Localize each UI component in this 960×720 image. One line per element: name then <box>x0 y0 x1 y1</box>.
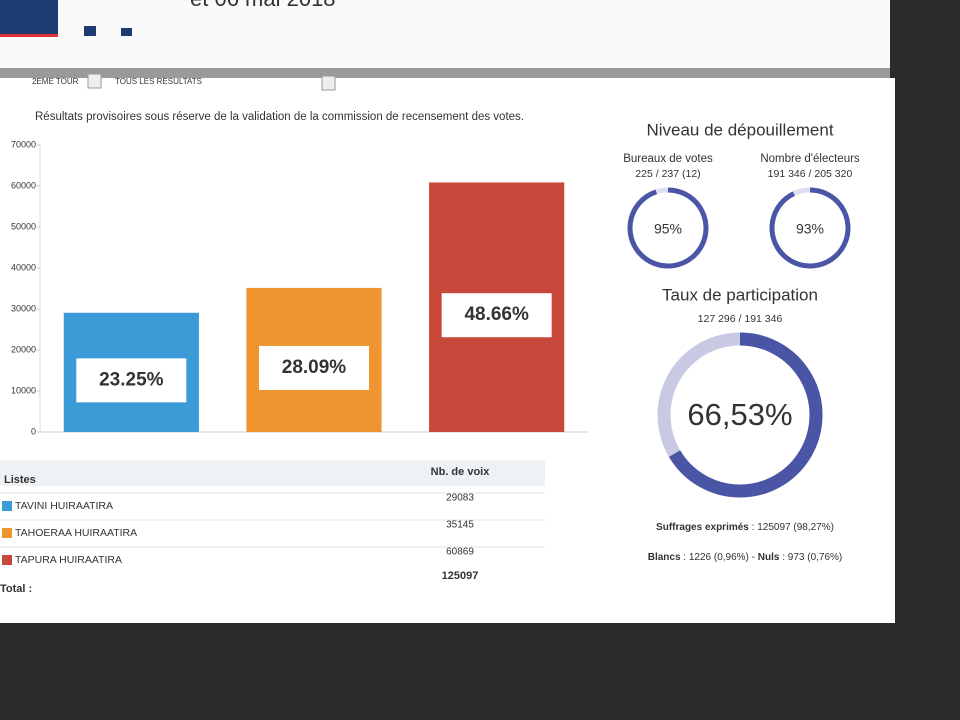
y-tick-label: 30000 <box>11 303 36 313</box>
gauge-arc <box>668 332 823 498</box>
value-label: 48.66% <box>464 304 529 325</box>
header-title: et 06 mai 2018 <box>190 0 336 11</box>
gauge-arc <box>769 187 851 269</box>
chart-icon[interactable] <box>84 26 96 36</box>
total-value: 125097 <box>442 570 479 582</box>
gauge-value: 95% <box>654 221 682 237</box>
total-label: Total : <box>0 583 32 595</box>
gauge-value: 93% <box>796 221 824 237</box>
filter-select[interactable]: TOUS LES RESULTATS <box>115 77 202 86</box>
summary-line: Suffrages exprimés : 125097 (98,27%) <box>656 522 834 533</box>
list-votes: 35145 <box>446 520 474 531</box>
summary-text: : 125097 (98,27%) <box>749 522 834 533</box>
summary-label: Nuls <box>758 552 780 563</box>
value-box <box>76 358 187 403</box>
legend-swatch <box>2 501 12 511</box>
y-tick-label: 10000 <box>11 385 36 395</box>
legend-swatch <box>2 528 12 538</box>
y-tick-label: 60000 <box>11 180 36 190</box>
list-name: TAPURA HUIRAATIRA <box>15 554 122 566</box>
list-votes: 29083 <box>446 493 474 504</box>
table-header: Nb. de voix <box>431 466 491 478</box>
list-name: TAHOERAA HUIRAATIRA <box>15 527 137 539</box>
header-bar <box>0 0 890 68</box>
logo-stripe <box>0 34 58 37</box>
list-votes: 60869 <box>446 547 474 558</box>
y-tick-label: 40000 <box>11 262 36 272</box>
summary-line: Blancs : 1226 (0,96%) - Nuls : 973 (0,76… <box>648 552 843 563</box>
value-box <box>441 293 552 338</box>
y-tick-label: 70000 <box>11 139 36 149</box>
summary-text: : 1226 (0,96%) - <box>681 552 758 563</box>
gauge-detail: 191 346 / 205 320 <box>768 168 853 180</box>
table-header-bg <box>0 460 545 486</box>
gauge-label: Nombre d'électeurs <box>760 153 860 165</box>
y-tick-label: 50000 <box>11 221 36 231</box>
mail-icon[interactable] <box>121 28 132 36</box>
round-dropdown[interactable] <box>87 73 102 89</box>
round-select[interactable]: 2EME TOUR <box>32 77 79 86</box>
gauge-arc <box>627 187 709 269</box>
y-tick-label: 20000 <box>11 344 36 354</box>
legend-swatch <box>2 555 12 565</box>
gauge-label: Bureaux de votes <box>623 153 713 165</box>
value-label: 28.09% <box>282 357 347 378</box>
value-label: 23.25% <box>99 369 164 390</box>
summary-label: Suffrages exprimés <box>656 522 749 533</box>
gauge-detail: 225 / 237 (12) <box>635 168 700 180</box>
summary-label: Blancs <box>648 552 681 563</box>
participation-detail: 127 296 / 191 346 <box>698 313 783 325</box>
logo <box>0 0 58 34</box>
panel-title: Niveau de dépouillement <box>646 120 833 139</box>
table-header: Listes <box>4 474 36 486</box>
separator <box>0 68 890 78</box>
filter-dropdown[interactable] <box>321 75 336 91</box>
list-name: TAVINI HUIRAATIRA <box>15 500 113 512</box>
gauge-value: 66,53% <box>687 397 792 432</box>
participation-title: Taux de participation <box>662 285 818 304</box>
value-box <box>259 345 369 390</box>
summary-text: : 973 (0,76%) <box>779 552 842 563</box>
notice: Résultats provisoires sous réserve de la… <box>35 111 524 123</box>
y-tick-label: 0 <box>31 426 36 436</box>
